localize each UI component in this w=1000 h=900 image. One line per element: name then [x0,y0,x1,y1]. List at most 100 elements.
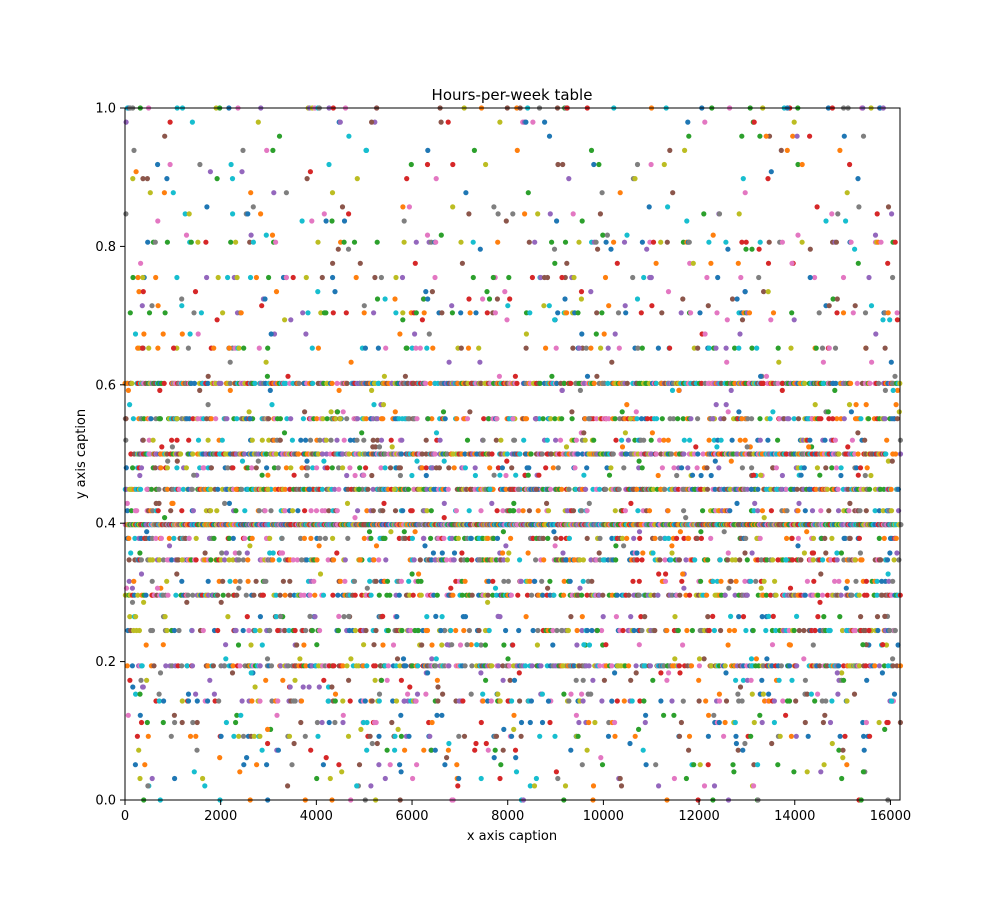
data-point [198,310,204,316]
data-point [369,698,375,704]
data-point [282,486,288,492]
data-point [308,747,314,753]
data-point [779,239,786,245]
data-point [538,663,544,669]
data-point [840,747,846,753]
data-point [328,437,334,443]
data-point [208,557,214,563]
data-point [157,416,163,422]
data-point [374,296,381,302]
data-point [789,535,795,542]
data-point [166,543,173,549]
data-point [613,557,619,563]
data-point [305,310,311,316]
data-point [394,614,400,620]
data-point [605,345,611,351]
data-point [164,486,170,492]
data-point [214,508,220,514]
data-point [389,719,395,726]
data-point [687,437,693,443]
data-point [591,437,597,443]
data-point [829,465,835,471]
data-point [822,535,828,542]
data-point [696,698,702,704]
data-point [259,747,265,753]
data-point [361,310,367,316]
data-point [494,296,500,302]
data-point [893,402,899,408]
data-point [270,550,276,556]
data-point [368,592,374,598]
data-point [462,465,468,471]
data-point [484,289,490,295]
data-point [708,472,714,479]
data-point [152,239,158,245]
data-point [592,719,598,726]
data-point [798,557,804,563]
data-point [446,465,452,471]
data-point [205,402,211,408]
data-point [376,698,382,704]
data-point [825,409,831,415]
data-point [562,296,568,302]
data-point [432,451,438,457]
data-point [751,119,757,125]
data-point [801,550,808,556]
data-point [462,663,468,669]
data-point [329,190,336,196]
data-point [748,733,754,739]
data-point [397,762,403,768]
data-point [613,614,620,620]
data-point [342,578,348,584]
data-point [254,762,260,768]
data-point [561,592,567,598]
data-point [219,437,225,443]
data-point [464,416,471,422]
data-point [466,508,472,514]
data-point [523,416,530,422]
data-point [358,726,364,733]
data-point [492,310,498,316]
data-point [217,755,223,761]
data-point [421,535,427,542]
data-point [681,508,687,514]
data-point [205,578,211,584]
data-point [303,663,309,669]
data-point [802,380,808,386]
data-point [573,677,579,683]
data-point [863,402,869,408]
data-point [510,211,516,217]
data-point [454,762,460,768]
data-point [734,296,740,302]
data-point [148,486,155,492]
data-point [227,578,233,584]
data-point [744,486,751,492]
data-point [131,147,137,153]
data-point [321,211,327,217]
data-point [523,614,529,620]
data-point [256,345,262,351]
data-point [603,486,609,492]
data-point [208,465,214,471]
data-point [253,578,259,584]
data-point [837,614,843,620]
data-point [344,500,351,506]
data-point [655,592,661,598]
data-point [329,218,335,224]
data-point [126,535,132,542]
data-point [615,310,622,316]
data-point [466,296,472,302]
data-point [482,642,488,648]
data-point [168,733,174,739]
data-point [583,345,589,351]
data-point [718,578,724,584]
data-point [874,211,880,217]
data-point [787,663,793,669]
data-point [252,684,258,690]
data-point [504,557,510,563]
data-point [123,437,129,443]
data-point [216,698,222,704]
data-point [793,733,799,739]
data-point [489,451,495,457]
data-point [179,663,185,669]
